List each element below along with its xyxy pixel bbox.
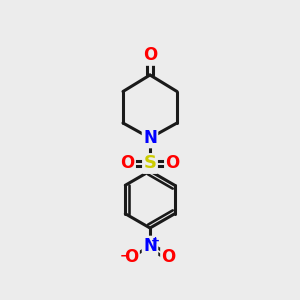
Text: N: N <box>143 237 157 255</box>
Text: N: N <box>143 129 157 147</box>
Text: S: S <box>143 154 157 172</box>
Text: O: O <box>161 248 176 266</box>
Text: O: O <box>143 46 157 64</box>
Text: O: O <box>165 154 180 172</box>
Text: +: + <box>151 236 160 246</box>
Text: −: − <box>120 249 130 262</box>
Text: O: O <box>120 154 135 172</box>
Text: O: O <box>124 248 139 266</box>
